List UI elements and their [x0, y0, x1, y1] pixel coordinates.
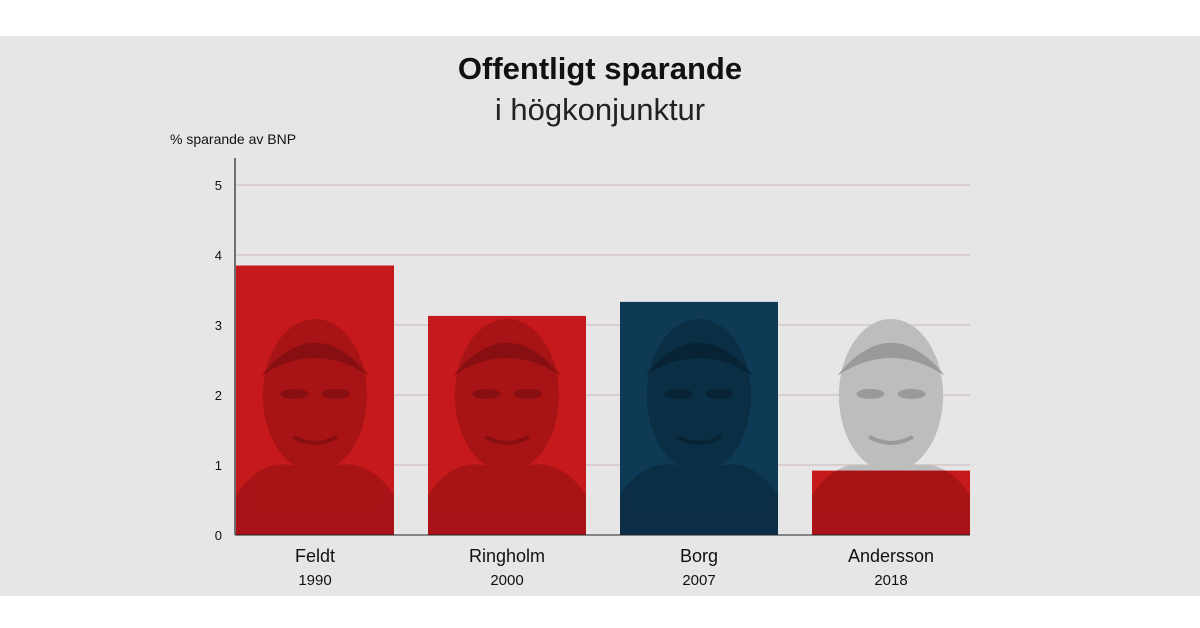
portrait-overlay-andersson: [812, 470, 970, 535]
category-year-label: 2000: [490, 572, 523, 589]
portrait-head: [262, 318, 368, 472]
portrait-head: [454, 318, 560, 472]
portrait-hair: [645, 342, 753, 376]
portrait-shoulders: [812, 470, 970, 535]
portrait-shoulders: [236, 464, 394, 535]
category-label: Feldt: [295, 546, 335, 566]
category-label: Ringholm: [469, 546, 545, 566]
y-tick-label: 0: [215, 528, 222, 543]
portrait-shoulders: [428, 464, 586, 535]
portrait-head: [881, 470, 901, 472]
portrait-eye-right: [321, 388, 350, 399]
portrait-shoulders: [620, 464, 778, 535]
category-year-label: 2018: [874, 572, 907, 589]
portrait-borg: [620, 318, 778, 535]
chart-background: [0, 36, 1200, 596]
category-year-label: 1990: [298, 572, 331, 589]
portrait-head: [838, 318, 944, 472]
portrait-ringholm: [428, 318, 586, 535]
portrait-eye-left: [280, 388, 309, 399]
portrait-hair: [261, 342, 369, 376]
portrait-hair: [837, 342, 945, 376]
y-tick-label: 2: [215, 388, 222, 403]
portrait-eye-left: [856, 388, 885, 399]
y-tick-label: 4: [215, 248, 222, 263]
portrait-mouth: [868, 434, 914, 445]
y-tick-label: 5: [215, 178, 222, 193]
portrait-mouth: [292, 434, 338, 445]
portrait-hair: [453, 342, 561, 376]
chart-subtitle: i högkonjunktur: [494, 92, 706, 127]
y-tick-label: 3: [215, 318, 222, 333]
y-tick-label: 1: [215, 458, 222, 473]
portrait-eye-left: [472, 388, 501, 399]
category-label: Borg: [680, 546, 718, 566]
category-label: Andersson: [848, 546, 934, 566]
portrait-eye-left: [664, 388, 693, 399]
portrait-mouth: [484, 434, 530, 445]
portrait-eye-right: [513, 388, 542, 399]
portrait-eye-right: [705, 388, 734, 399]
category-year-label: 2007: [682, 572, 715, 589]
chart-title: Offentligt sparande: [457, 51, 743, 86]
portrait-overlay: [812, 470, 970, 535]
y-axis-label: % sparande av BNP: [170, 131, 297, 147]
portrait-mouth: [676, 434, 722, 445]
portrait-feldt: [236, 318, 394, 535]
portrait-eye-right: [897, 388, 926, 399]
portrait-head: [646, 318, 752, 472]
